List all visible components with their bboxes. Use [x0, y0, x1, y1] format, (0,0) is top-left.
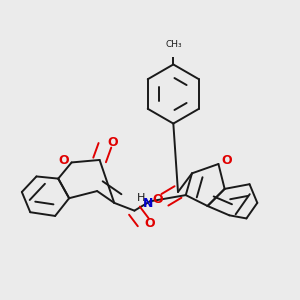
- Text: H: H: [136, 193, 145, 202]
- Text: O: O: [107, 136, 118, 149]
- Text: O: O: [153, 193, 164, 206]
- Text: N: N: [143, 197, 154, 210]
- Text: O: O: [221, 154, 232, 167]
- Text: O: O: [145, 217, 155, 230]
- Text: O: O: [58, 154, 69, 167]
- Text: CH₃: CH₃: [165, 40, 181, 49]
